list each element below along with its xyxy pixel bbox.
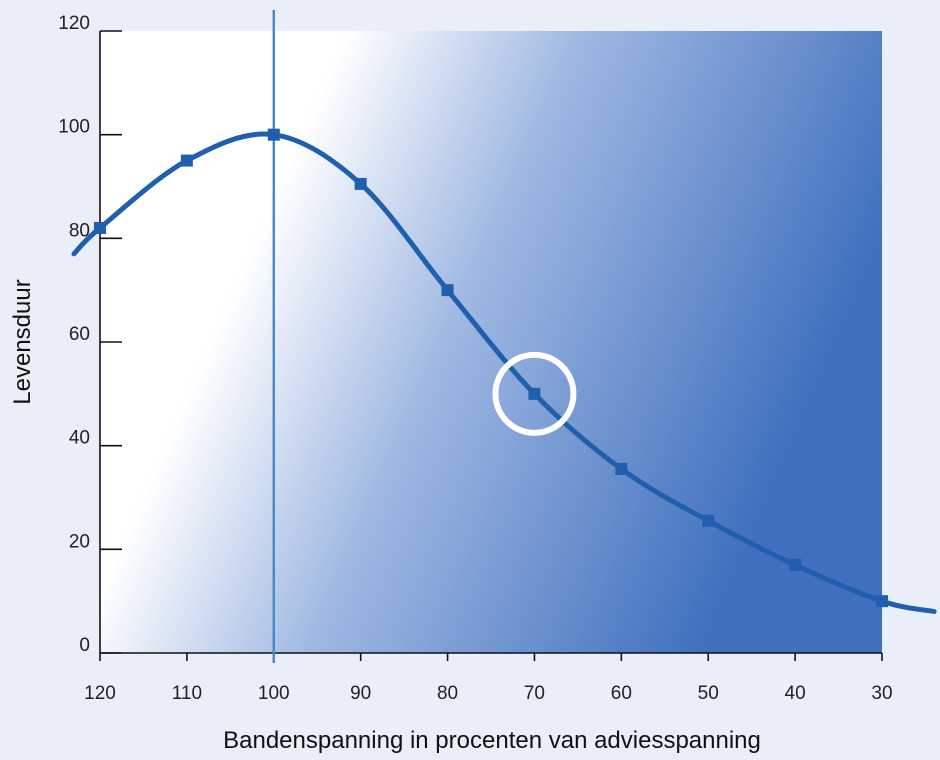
labels-layer: 0 20 40 60 80 100 120 120 110 100 90 80 70 60 50 40 30	[58, 13, 892, 704]
x-tick-label: 30	[871, 683, 892, 704]
x-tick-label: 110	[172, 683, 202, 704]
marks-layer	[94, 128, 888, 608]
data-point	[441, 284, 454, 297]
y-tick-label: 120	[58, 13, 90, 34]
data-point	[789, 558, 802, 571]
data-point	[702, 514, 715, 527]
data-point	[94, 221, 106, 234]
y-axis-title: Levensduur	[9, 279, 36, 404]
x-tick-label: 70	[524, 683, 545, 704]
y-tick-label: 80	[69, 220, 90, 241]
x-tick-label: 90	[350, 683, 371, 704]
x-tick-label: 120	[84, 683, 116, 704]
y-tick-label: 40	[69, 428, 90, 449]
data-point	[615, 462, 628, 475]
x-axis-title: Bandenspanning in procenten van adviessp…	[223, 727, 761, 754]
data-point	[876, 595, 888, 608]
x-tick-label: 80	[437, 683, 458, 704]
y-tick-label: 20	[69, 531, 90, 552]
data-point	[267, 128, 280, 141]
y-tick-label: 60	[69, 324, 90, 345]
y-tick-label: 0	[79, 635, 90, 656]
axes	[99, 30, 883, 661]
x-tick-label: 100	[258, 683, 290, 704]
y-tick-label: 100	[58, 117, 90, 138]
x-tick-label: 60	[611, 683, 632, 704]
x-tick-label: 50	[698, 683, 719, 704]
data-point	[180, 154, 193, 167]
data-point	[354, 177, 367, 190]
data-point	[528, 387, 541, 400]
x-tick-label: 40	[785, 683, 806, 704]
highlight-circle	[492, 351, 577, 436]
